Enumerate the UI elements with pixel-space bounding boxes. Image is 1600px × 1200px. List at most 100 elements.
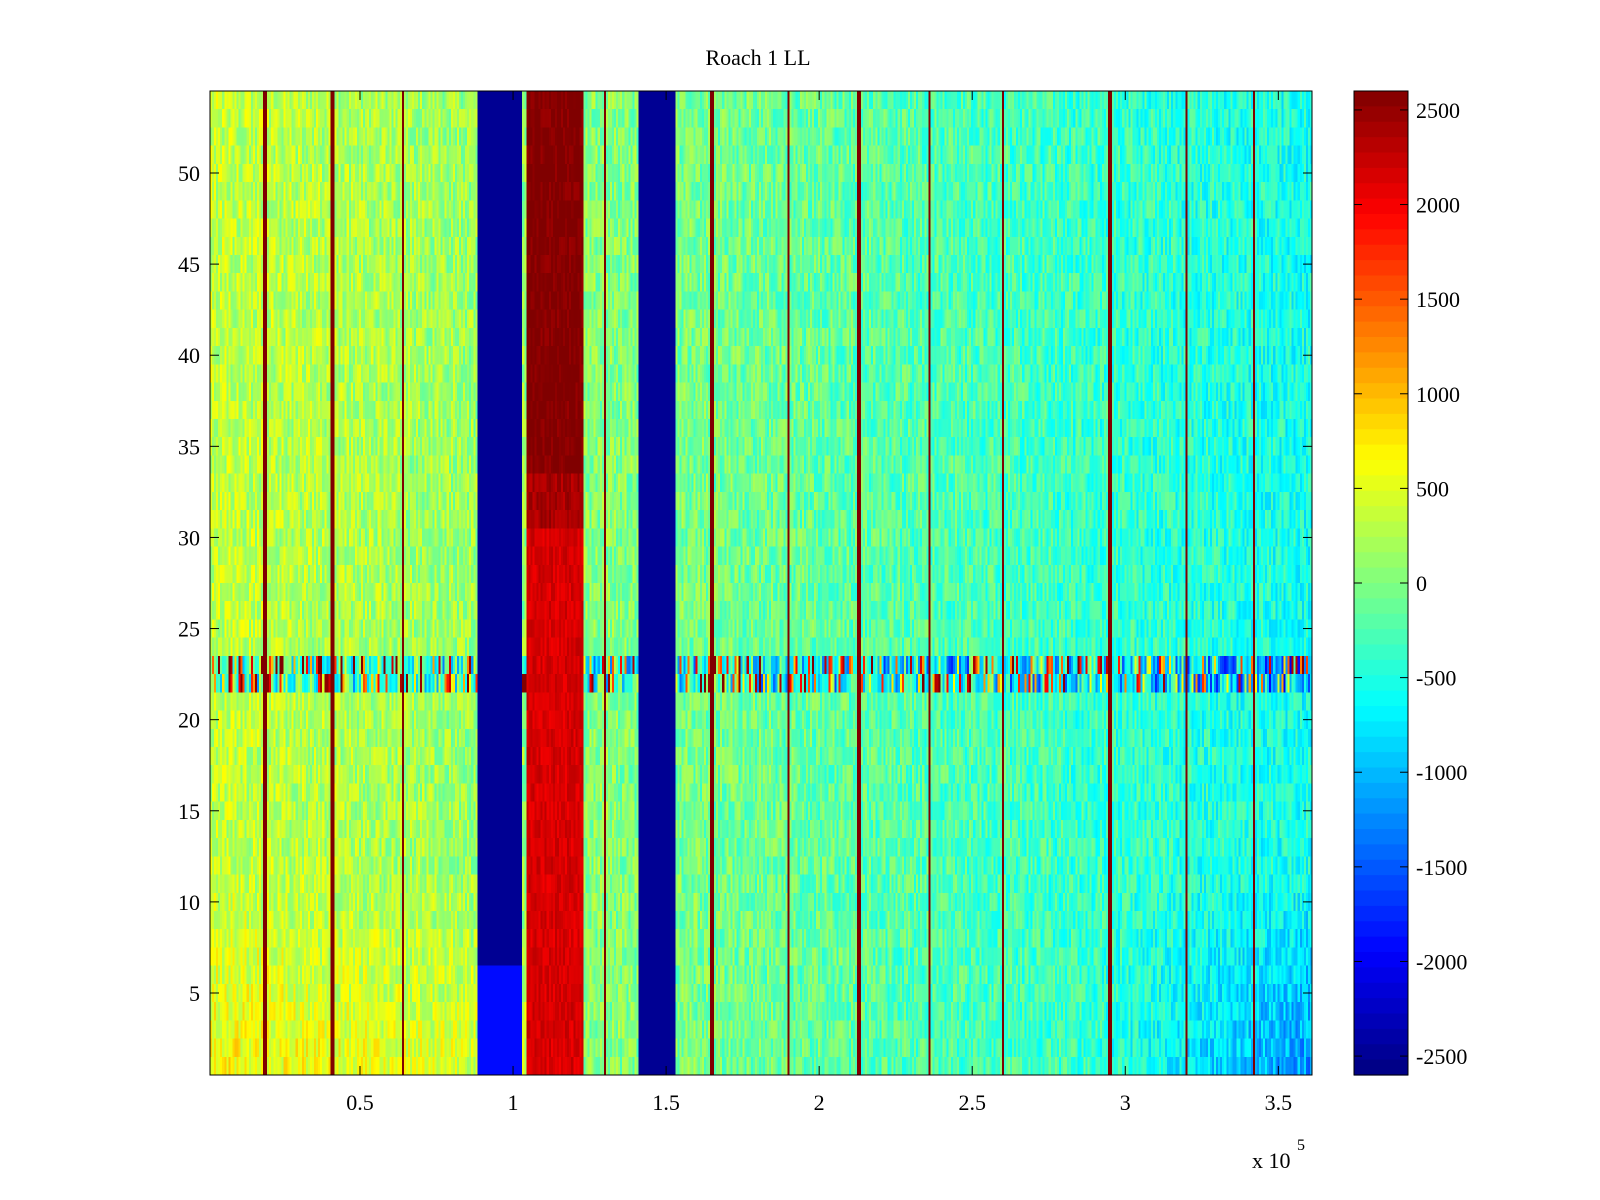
colorbar-segment — [1354, 91, 1408, 107]
colorbar-segment — [1354, 337, 1408, 353]
colorbar-segment — [1354, 552, 1408, 569]
x-tick-label: 3.5 — [1265, 1090, 1293, 1115]
colorbar-segment — [1354, 460, 1408, 476]
x-tick-label: 2 — [814, 1090, 825, 1115]
colorbar-segment — [1354, 706, 1408, 722]
y-tick-label: 10 — [178, 890, 200, 915]
colorbar-segment — [1354, 659, 1408, 676]
colorbar-segment — [1354, 782, 1408, 799]
colorbar-segment — [1354, 152, 1408, 169]
colorbar-segment — [1354, 444, 1408, 461]
x-tick-label: 3 — [1120, 1090, 1131, 1115]
colorbar-segment — [1354, 583, 1408, 599]
colorbar-segment — [1354, 275, 1408, 292]
colorbar-segment — [1354, 413, 1408, 430]
colorbar-tick-label: -500 — [1416, 666, 1456, 691]
colorbar-tick-label: -1000 — [1416, 760, 1467, 785]
colorbar-segment — [1354, 859, 1408, 876]
colorbar-segment — [1354, 644, 1408, 661]
colorbar-segment — [1354, 1044, 1408, 1061]
colorbar-segment — [1354, 321, 1408, 338]
colorbar-segment — [1354, 106, 1408, 123]
colorbar-segment — [1354, 829, 1408, 845]
colorbar-segment — [1354, 890, 1408, 907]
colorbar-segment — [1354, 536, 1408, 553]
colorbar-segment — [1354, 798, 1408, 815]
colorbar-segment — [1354, 121, 1408, 138]
y-tick-label: 35 — [178, 434, 200, 459]
colorbar-segment — [1354, 567, 1408, 584]
colorbar-segment — [1354, 244, 1408, 261]
y-tick-label: 20 — [178, 708, 200, 733]
colorbar-segment — [1354, 137, 1408, 154]
colorbar-segment — [1354, 383, 1408, 400]
colorbar-segment — [1354, 752, 1408, 769]
colorbar-segment — [1354, 306, 1408, 323]
x-tick-label: 0.5 — [346, 1090, 374, 1115]
colorbar-segment — [1354, 998, 1408, 1015]
colorbar-segment — [1354, 490, 1408, 507]
band-2 — [639, 91, 676, 1075]
colorbar-segment — [1354, 736, 1408, 753]
colorbar-tick-label: 1000 — [1416, 382, 1460, 407]
colorbar-segment — [1354, 952, 1408, 968]
colorbar-segment — [1354, 367, 1408, 384]
colorbar-segment — [1354, 967, 1408, 984]
colorbar-segment — [1354, 905, 1408, 922]
colorbar-segment — [1354, 767, 1408, 784]
colorbar-tick-label: -2000 — [1416, 949, 1467, 974]
colorbar-segment — [1354, 506, 1408, 523]
chart-title: Roach 1 LL — [705, 45, 810, 70]
colorbar-segment — [1354, 875, 1408, 892]
colorbar — [1354, 91, 1408, 1076]
colorbar-segment — [1354, 813, 1408, 830]
y-axis: 5 10 15 20 25 30 35 40 45 50 — [178, 161, 1312, 1006]
colorbar-segment — [1354, 936, 1408, 953]
colorbar-segment — [1354, 475, 1408, 492]
colorbar-tick-label: 0 — [1416, 571, 1427, 596]
colorbar-segment — [1354, 229, 1408, 246]
colorbar-segment — [1354, 260, 1408, 277]
x-multiplier-exponent: 5 — [1297, 1137, 1305, 1154]
x-multiplier-base: x 10 — [1252, 1148, 1291, 1173]
colorbar-tick-label: -1500 — [1416, 855, 1467, 880]
heatmap-image — [210, 91, 1312, 1075]
plot-frame — [209, 90, 1313, 1076]
colorbar-segment — [1354, 352, 1408, 369]
colorbar-segment — [1354, 921, 1408, 938]
colorbar-segment — [1354, 167, 1408, 184]
y-tick-label: 25 — [178, 617, 200, 642]
colorbar-segment — [1354, 183, 1408, 200]
colorbar-tick-label: 2000 — [1416, 193, 1460, 218]
colorbar-segment — [1354, 429, 1408, 446]
colorbar-segment — [1354, 690, 1408, 707]
band-0 — [478, 91, 522, 1075]
y-tick-label: 50 — [178, 161, 200, 186]
colorbar-tick-label: -2500 — [1416, 1044, 1467, 1069]
colorbar-segment — [1354, 198, 1408, 215]
colorbar-segment — [1354, 398, 1408, 415]
colorbar-segment — [1354, 613, 1408, 630]
colorbar-ticks: 2500 2000 1500 1000 500 0 -500 -1000 -1500 -2000 -… — [1354, 98, 1467, 1069]
colorbar-segment — [1354, 982, 1408, 999]
colorbar-segment — [1354, 1013, 1408, 1030]
y-tick-label: 40 — [178, 343, 200, 368]
colorbar-tick-label: 2500 — [1416, 98, 1460, 123]
colorbar-segment — [1354, 721, 1408, 738]
colorbar-segment — [1354, 290, 1408, 307]
y-tick-label: 30 — [178, 525, 200, 550]
x-multiplier-label: x 10 5 — [1252, 1137, 1305, 1173]
x-tick-label: 1.5 — [652, 1090, 680, 1115]
colorbar-segment — [1354, 598, 1408, 615]
x-tick-label: 2.5 — [958, 1090, 986, 1115]
colorbar-tick-label: 500 — [1416, 476, 1449, 501]
heatmap-plot-area — [210, 91, 1312, 1075]
x-tick-label: 1 — [508, 1090, 519, 1115]
colorbar-segment — [1354, 1028, 1408, 1045]
x-axis: 0.5 1 1.5 2 2.5 3 3.5 — [346, 91, 1292, 1115]
colorbar-segment — [1354, 1059, 1408, 1076]
colorbar-segment — [1354, 214, 1408, 230]
colorbar-segment — [1354, 521, 1408, 538]
colorbar-tick-label: 1500 — [1416, 287, 1460, 312]
